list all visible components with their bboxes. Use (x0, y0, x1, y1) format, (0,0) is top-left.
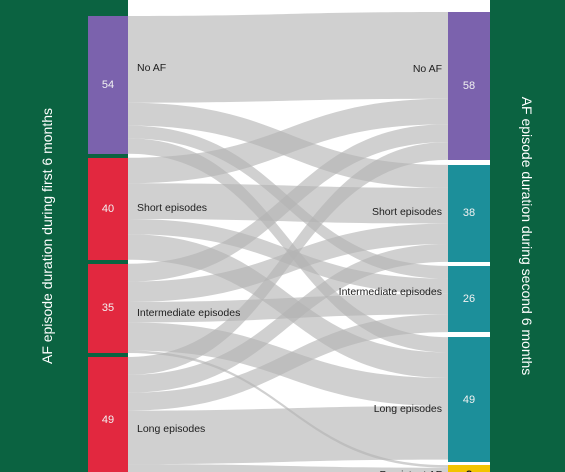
node-value: 40 (101, 202, 115, 215)
flow-l-short-to-r-noaf (128, 98, 448, 184)
node-label-r-long: Long episodes (373, 402, 442, 415)
node-value: 54 (101, 78, 115, 91)
node-l-noaf: 54 (88, 16, 128, 154)
node-label-r-inter: Intermediate episodes (338, 286, 442, 298)
flow-l-long-to-r-noaf (128, 142, 448, 375)
node-l-short: 40 (88, 157, 128, 260)
node-value: 26 (462, 293, 476, 305)
flow-l-inter-to-r-inter (128, 293, 448, 323)
node-value: 38 (462, 207, 476, 220)
node-r-inter: 26 (448, 265, 490, 333)
left-axis-title: AF episode duration during first 6 month… (39, 107, 55, 365)
right-axis-title: AF episode duration during second 6 mont… (519, 96, 535, 376)
node-label-l-short: Short episodes (137, 201, 208, 214)
node-label-r-short: Short episodes (371, 206, 442, 219)
node-label-l-inter: Intermediate episodes (137, 307, 241, 320)
node-r-long: 49 (448, 337, 490, 463)
node-r-pers: 8 (448, 465, 490, 472)
flow-l-long-to-r-short (128, 244, 448, 393)
node-label-r-noaf: No AF (412, 62, 442, 75)
node-r-short: 38 (448, 164, 490, 262)
node-label-l-noaf: No AF (137, 61, 167, 74)
right-band (490, 0, 565, 472)
flow-l-long-to-r-pers (128, 464, 448, 472)
node-label-r-pers: Persistent AF (380, 469, 442, 472)
node-value: 8 (466, 469, 472, 472)
node-l-inter: 35 (88, 263, 128, 354)
flow-l-long-to-r-inter (128, 314, 448, 411)
flow-l-noaf-to-r-long (128, 138, 448, 353)
node-label-l-long: Long episodes (137, 422, 206, 435)
node-value: 49 (101, 413, 115, 426)
node-l-long: 49 (88, 357, 128, 472)
flow-l-noaf-to-r-noaf (128, 12, 448, 103)
node-r-noaf: 58 (448, 12, 490, 160)
node-value: 49 (462, 393, 476, 406)
flow-l-long-to-r-long (128, 406, 448, 465)
flow-l-inter-to-r-noaf (128, 124, 448, 282)
node-value: 58 (462, 79, 476, 92)
node-value: 35 (101, 302, 115, 315)
